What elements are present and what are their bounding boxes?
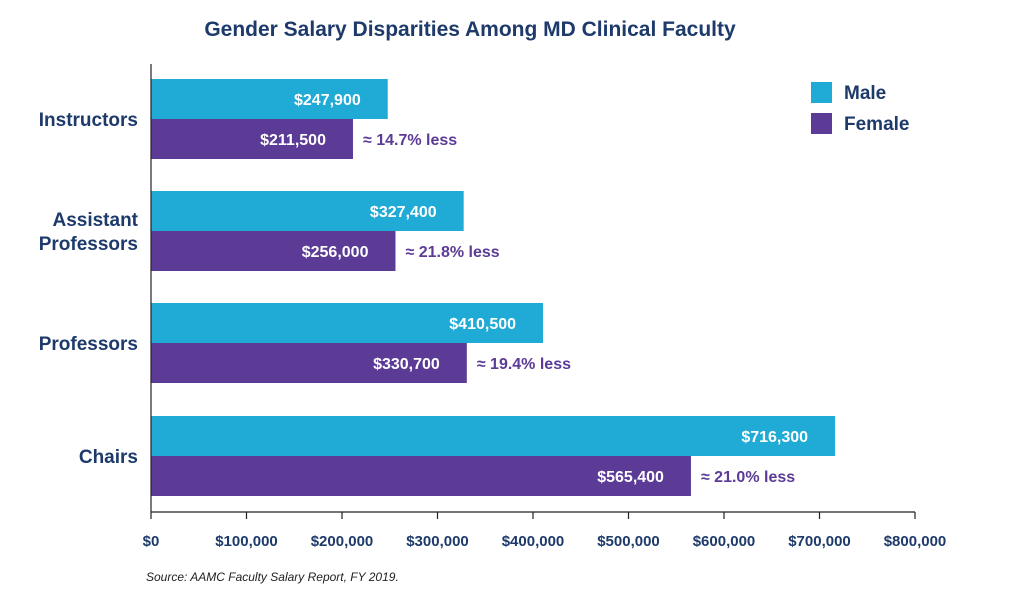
bar-male bbox=[151, 191, 464, 231]
x-tick-label: $0 bbox=[143, 533, 160, 550]
bar-male bbox=[151, 79, 388, 119]
bar-female bbox=[151, 231, 396, 271]
legend-swatch-female bbox=[811, 113, 832, 134]
x-tick-label: $400,000 bbox=[502, 533, 565, 550]
bar-male bbox=[151, 303, 544, 343]
category-label: Professors bbox=[39, 334, 138, 355]
bar-value-label: $716,300 bbox=[741, 429, 808, 446]
bar-male bbox=[151, 416, 836, 456]
x-tick-label: $700,000 bbox=[788, 533, 851, 550]
x-tick-label: $200,000 bbox=[311, 533, 374, 550]
x-tick-label: $100,000 bbox=[215, 533, 278, 550]
legend-swatch-male bbox=[811, 82, 832, 103]
bar-value-label: $330,700 bbox=[373, 356, 440, 373]
bar-female bbox=[151, 119, 353, 159]
category-label: Assistant bbox=[52, 210, 138, 231]
bar-female bbox=[151, 456, 691, 496]
bar-value-label: $256,000 bbox=[302, 244, 369, 261]
bar-female bbox=[151, 343, 467, 383]
bar-value-label: $327,400 bbox=[370, 204, 437, 221]
bar-value-label: $410,500 bbox=[449, 316, 516, 333]
source-note: Source: AAMC Faculty Salary Report, FY 2… bbox=[146, 570, 399, 584]
category-label: Instructors bbox=[39, 110, 138, 131]
bar-value-label: $211,500 bbox=[260, 132, 326, 149]
difference-annotation: ≈ 19.4% less bbox=[477, 356, 571, 373]
x-tick-label: $600,000 bbox=[693, 533, 756, 550]
bar-value-label: $565,400 bbox=[597, 469, 664, 486]
category-label: Chairs bbox=[79, 447, 138, 468]
category-label: Professors bbox=[39, 234, 138, 255]
x-tick-label: $800,000 bbox=[884, 533, 947, 550]
bar-value-label: $247,900 bbox=[294, 92, 361, 109]
x-tick-label: $300,000 bbox=[406, 533, 469, 550]
difference-annotation: ≈ 21.8% less bbox=[405, 244, 499, 261]
difference-annotation: ≈ 14.7% less bbox=[363, 132, 457, 149]
legend-label-male: Male bbox=[844, 83, 886, 104]
legend-label-female: Female bbox=[844, 114, 909, 135]
difference-annotation: ≈ 21.0% less bbox=[701, 469, 795, 486]
x-tick-label: $500,000 bbox=[597, 533, 660, 550]
chart-title: Gender Salary Disparities Among MD Clini… bbox=[204, 18, 736, 41]
